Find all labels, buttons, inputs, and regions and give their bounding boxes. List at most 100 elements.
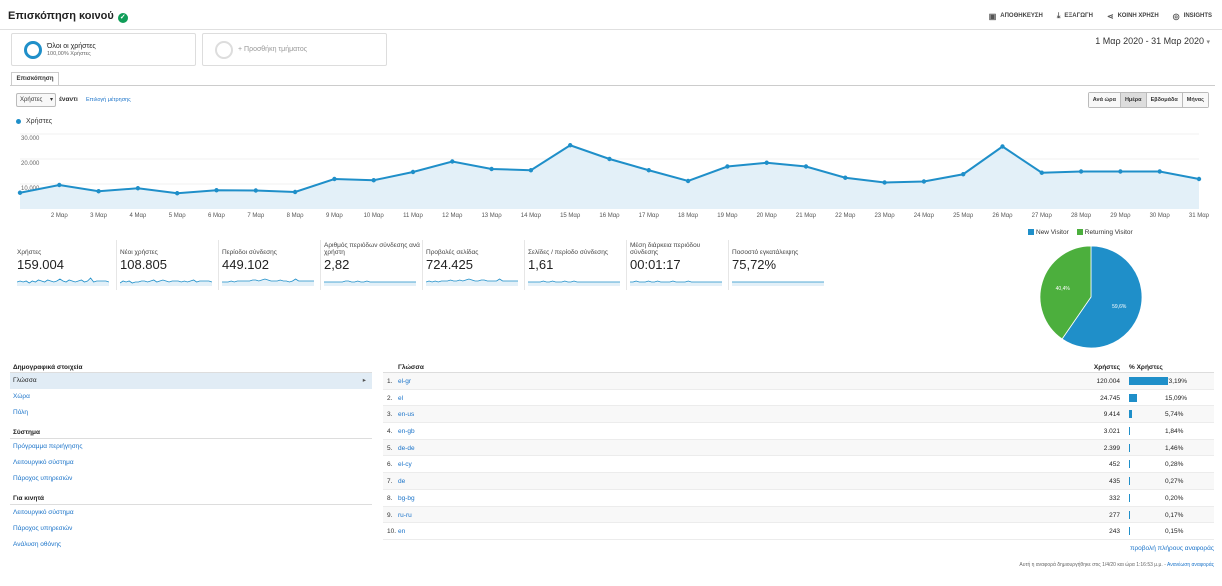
language-link[interactable]: bg-bg <box>398 494 415 502</box>
refresh-report-link[interactable]: Ανανέωση αναφοράς <box>1167 562 1214 568</box>
dimension-service-provider[interactable]: Πάροχος υπηρεσιών <box>13 475 73 482</box>
tab-overview[interactable]: Επισκόπηση <box>11 72 59 86</box>
granularity-day-button[interactable]: Ημέρα <box>1119 93 1146 107</box>
data-point[interactable] <box>96 189 101 194</box>
y-tick-label: 30.000 <box>21 136 40 142</box>
language-link[interactable]: de-de <box>398 444 415 452</box>
x-tick-label: 10 Μαρ <box>364 213 385 219</box>
language-link[interactable]: en-us <box>398 411 415 419</box>
sparkline-line <box>426 278 518 283</box>
segment-all-users[interactable]: Όλοι οι χρήστες 100,00% Χρήστες <box>11 33 196 66</box>
x-tick-label: 3 Μαρ <box>90 213 107 219</box>
data-point[interactable] <box>253 188 258 193</box>
data-point[interactable] <box>489 166 494 172</box>
data-point[interactable] <box>332 176 337 182</box>
dimension-mobile-provider[interactable]: Πάροχος υπηρεσιών <box>13 525 73 532</box>
data-point[interactable] <box>725 164 730 169</box>
data-point[interactable] <box>1078 169 1084 174</box>
metric-card[interactable]: Περίοδοι σύνδεσης 449.102 <box>218 240 320 290</box>
date-range-picker[interactable]: 1 Μαρ 2020 - 31 Μαρ 2020 ▾ <box>1095 36 1210 46</box>
save-button[interactable]: ▣ ΑΠΟΘΗΚΕΥΣΗ <box>988 11 1043 21</box>
row-index: 7. <box>387 478 393 486</box>
row-index: 5. <box>387 444 393 452</box>
row-index: 3. <box>387 411 393 419</box>
data-point[interactable] <box>450 159 455 164</box>
data-point[interactable] <box>921 179 927 184</box>
data-point[interactable] <box>764 160 769 165</box>
dimension-language[interactable]: Γλώσσα <box>10 373 372 389</box>
data-point[interactable] <box>1039 170 1045 175</box>
dimension-city[interactable]: Πόλη <box>13 409 29 416</box>
data-point[interactable] <box>175 191 180 196</box>
data-point[interactable] <box>568 143 573 148</box>
metric-card[interactable]: Αριθμός περιόδων σύνδεσης ανά χρήστη 2,82 <box>320 240 422 290</box>
metric-card[interactable]: Μέση διάρκεια περιόδου σύνδεσης 00:01:17 <box>626 240 728 290</box>
full-report-link[interactable]: προβολή πλήρους αναφοράς <box>1129 545 1214 552</box>
language-link[interactable]: de <box>398 478 406 486</box>
data-point[interactable] <box>1000 144 1005 149</box>
data-point[interactable] <box>646 168 651 173</box>
dimension-browser[interactable]: Πρόγραμμα περιήγησης <box>13 443 83 450</box>
chevron-down-icon: ▾ <box>1206 39 1210 46</box>
users-pct-value: 73,19% <box>1165 378 1188 385</box>
dimension-screen-resolution[interactable]: Ανάλυση οθόνης <box>13 541 62 548</box>
data-point[interactable] <box>803 164 809 169</box>
data-point[interactable] <box>292 189 298 195</box>
data-point[interactable] <box>1157 169 1162 174</box>
x-tick-label: 20 Μαρ <box>757 213 778 219</box>
save-icon: ▣ <box>988 11 997 21</box>
data-point[interactable] <box>961 172 966 177</box>
data-point[interactable] <box>371 178 376 183</box>
metric-card[interactable]: Σελίδες / περίοδο σύνδεσης 1,61 <box>524 240 626 290</box>
language-link[interactable]: en-gb <box>398 428 415 436</box>
language-link[interactable]: el <box>398 394 404 402</box>
data-point[interactable] <box>607 156 612 162</box>
language-link[interactable]: ru-ru <box>398 511 412 519</box>
users-pct-value: 5,74% <box>1165 411 1184 419</box>
dimension-country[interactable]: Χώρα <box>13 393 30 400</box>
pick-metric-link[interactable]: Επιλογή μέτρησης <box>86 97 131 103</box>
pie-slice[interactable] <box>1061 245 1143 349</box>
metric-card[interactable]: Προβολές σελίδας 724.425 <box>422 240 524 290</box>
data-point[interactable] <box>17 190 23 195</box>
granularity-month-button[interactable]: Μήνας <box>1181 93 1208 107</box>
users-pct-value: 0,27% <box>1165 478 1184 486</box>
share-bar <box>1129 477 1130 486</box>
data-point[interactable] <box>135 186 141 191</box>
metric-card[interactable]: Χρήστες 159.004 <box>14 240 116 290</box>
data-point[interactable] <box>528 168 534 173</box>
data-point[interactable] <box>214 188 219 193</box>
language-link[interactable]: el-cy <box>398 461 412 469</box>
users-value: 9.414 <box>1103 411 1120 419</box>
share-button[interactable]: ⋖ ΚΟΙΝΗ ΧΡΗΣΗ <box>1106 11 1159 21</box>
data-point[interactable] <box>685 178 691 184</box>
pie-slice[interactable] <box>1039 245 1092 340</box>
add-segment-button[interactable]: + Προσθήκη τμήματος <box>202 33 387 66</box>
granularity-hourly-button[interactable]: Ανά ώρα <box>1088 93 1120 107</box>
metric-label: Ποσοστό εγκατάλειψης <box>732 249 799 256</box>
dimension-os[interactable]: Λειτουργικό σύστημα <box>13 459 74 466</box>
data-point[interactable] <box>1118 169 1123 174</box>
metric-card[interactable]: Νέοι χρήστες 108.805 <box>116 240 218 290</box>
pie-legend-returning: Returning Visitor <box>1076 229 1133 236</box>
y-tick-label: 10.000 <box>21 186 40 192</box>
users-value: 452 <box>1109 461 1120 469</box>
metric-card[interactable]: Ποσοστό εγκατάλειψης 75,72% <box>728 240 830 290</box>
insights-button[interactable]: ◎ INSIGHTS <box>1172 11 1212 21</box>
language-link[interactable]: en <box>398 528 406 536</box>
language-link[interactable]: el-gr <box>398 378 412 385</box>
data-point[interactable] <box>1196 176 1202 182</box>
table-row: 4. en-gb 3.021 1,84% <box>383 423 1214 440</box>
pie-slice-label: 40,4% <box>1056 286 1071 292</box>
x-tick-label: 15 Μαρ <box>560 213 581 219</box>
data-point[interactable] <box>882 180 887 185</box>
metric-dropdown[interactable]: Χρήστες <box>16 93 56 107</box>
data-point[interactable] <box>57 182 62 188</box>
visitor-type-pie-chart[interactable]: 59,6% 40,4% <box>1038 244 1144 350</box>
data-point[interactable] <box>410 169 416 175</box>
dimension-mobile-os[interactable]: Λειτουργικό σύστημα <box>13 509 74 516</box>
granularity-week-button[interactable]: Εβδομάδα <box>1145 93 1182 107</box>
export-button[interactable]: ⤓ ΕΞΑΓΩΓΗ <box>1056 11 1093 20</box>
data-point[interactable] <box>843 175 848 180</box>
users-line-chart[interactable]: 30.000 20.000 10.000 2 Μαρ 3 Μαρ 4 Μαρ 5 Μαρ 6 … <box>14 128 1214 220</box>
